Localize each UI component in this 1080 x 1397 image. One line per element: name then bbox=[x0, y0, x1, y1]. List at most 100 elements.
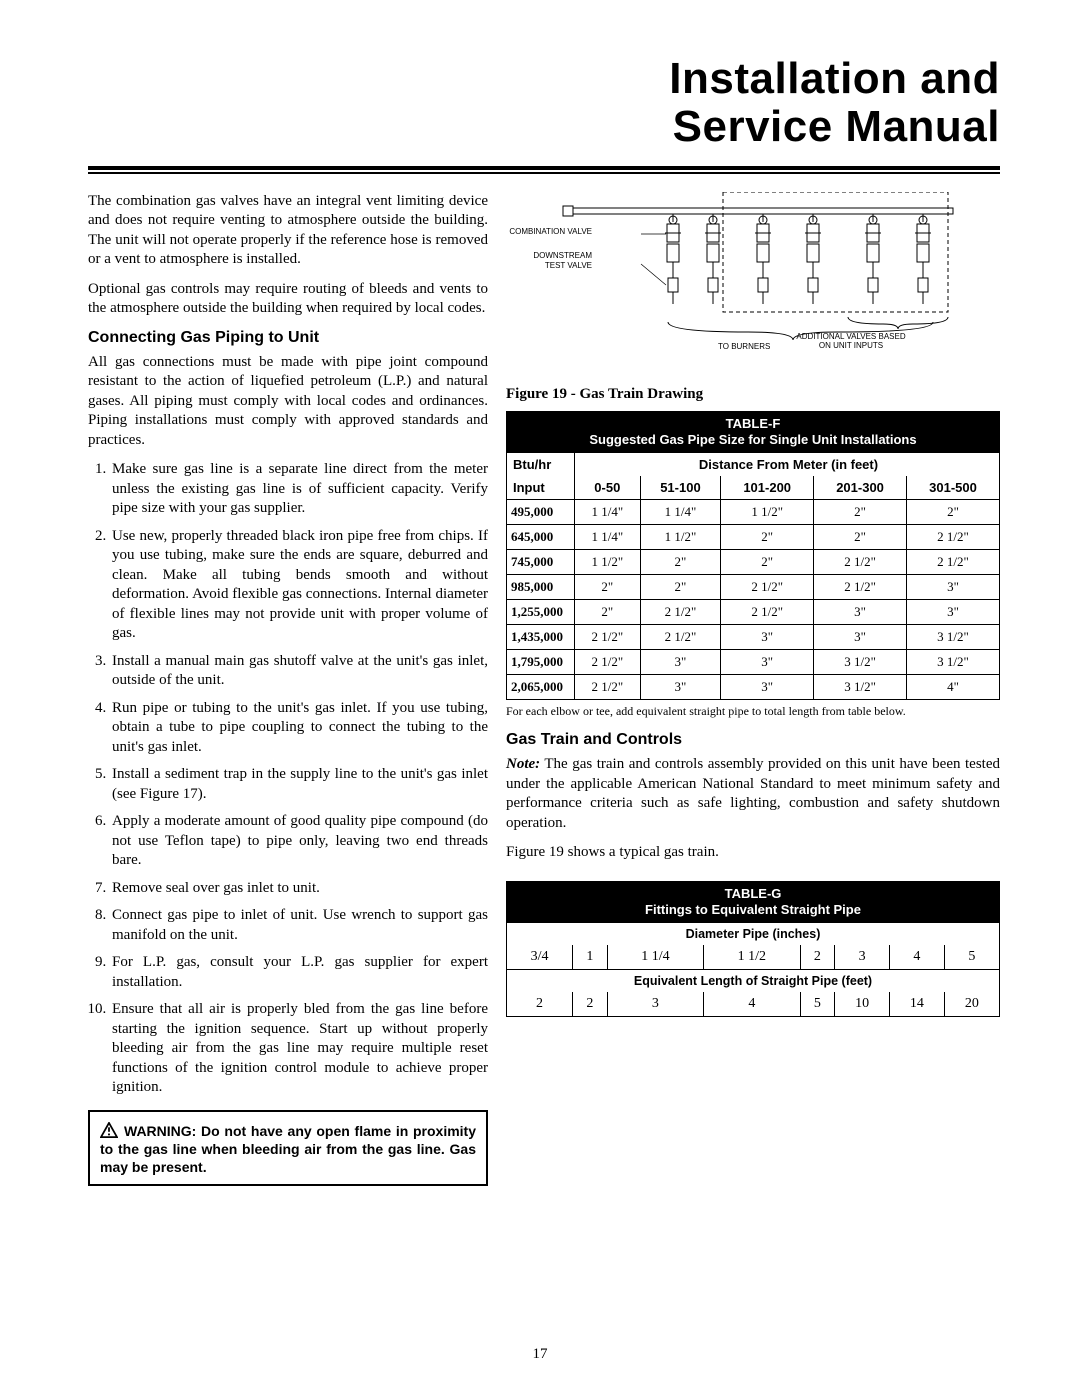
table-cell: 1 1/2 bbox=[704, 945, 800, 970]
table-cell: 3" bbox=[721, 625, 814, 650]
table-cell: 4" bbox=[907, 675, 1000, 700]
dist-label: Distance From Meter (in feet) bbox=[699, 457, 878, 472]
label-test-valve: TEST VALVE bbox=[500, 262, 592, 271]
section-heading: Connecting Gas Piping to Unit bbox=[88, 329, 488, 347]
table-cell: 2 1/2" bbox=[814, 575, 907, 600]
table-cell: 4 bbox=[704, 992, 800, 1017]
title-line1: Installation and bbox=[669, 54, 1000, 103]
input-label: Input bbox=[513, 480, 545, 495]
table-cell: 1 1/4 bbox=[607, 945, 703, 970]
table-cell: 2" bbox=[907, 500, 1000, 525]
tg-sub2: Equivalent Length of Straight Pipe (feet… bbox=[507, 970, 1000, 993]
table-cell: 3" bbox=[721, 675, 814, 700]
table-cell: 3" bbox=[814, 625, 907, 650]
table-cell: 3 1/2" bbox=[907, 650, 1000, 675]
table-cell: 2 bbox=[507, 992, 573, 1017]
table-cell: 2 bbox=[573, 992, 608, 1017]
table-cell: 10 bbox=[835, 992, 890, 1017]
table-cell: 2" bbox=[640, 575, 721, 600]
paragraph: Figure 19 shows a typical gas train. bbox=[506, 843, 1000, 863]
table-cell: 1,795,000 bbox=[507, 650, 575, 675]
section-heading: Gas Train and Controls bbox=[506, 731, 1000, 749]
tg-sub1: Diameter Pipe (inches) bbox=[507, 923, 1000, 946]
col-hdr: 51-100 bbox=[640, 476, 721, 500]
table-cell: 5 bbox=[944, 945, 999, 970]
step: Run pipe or tubing to the unit's gas inl… bbox=[110, 699, 488, 758]
table-g: TABLE-G Fittings to Equivalent Straight … bbox=[506, 881, 1000, 1018]
page-number: 17 bbox=[0, 1346, 1080, 1363]
table-cell: 2 1/2" bbox=[575, 675, 641, 700]
table-cell: 745,000 bbox=[507, 550, 575, 575]
btuhr-label: Btu/hr bbox=[513, 457, 551, 472]
table-cell: 1,435,000 bbox=[507, 625, 575, 650]
step: Make sure gas line is a separate line di… bbox=[110, 460, 488, 519]
table-cell: 3" bbox=[814, 600, 907, 625]
steps-list: Make sure gas line is a separate line di… bbox=[88, 460, 488, 1098]
table-cell: 645,000 bbox=[507, 525, 575, 550]
table-cell: 2" bbox=[575, 575, 641, 600]
table-cell: 1 1/4" bbox=[575, 525, 641, 550]
paragraph: The combination gas valves have an integ… bbox=[88, 192, 488, 270]
table-cell: 3 1/2" bbox=[814, 650, 907, 675]
table-cell: 2 1/2" bbox=[907, 525, 1000, 550]
paragraph: Optional gas controls may require routin… bbox=[88, 280, 488, 319]
table-cell: 1,255,000 bbox=[507, 600, 575, 625]
right-column: COMBINATION VALVE DOWNSTREAM TEST VALVE … bbox=[506, 192, 1000, 1187]
table-cell: 1 bbox=[573, 945, 608, 970]
label-additional-valves: ADDITIONAL VALVES BASED ON UNIT INPUTS bbox=[791, 332, 911, 350]
table-cell: 2 1/2" bbox=[640, 625, 721, 650]
table-cell: 3 bbox=[835, 945, 890, 970]
step: Install a manual main gas shutoff valve … bbox=[110, 652, 488, 691]
table-cell: 2 1/2" bbox=[721, 600, 814, 625]
warning-triangle-icon bbox=[100, 1122, 118, 1138]
label-downstream: DOWNSTREAM bbox=[500, 252, 592, 261]
table-cell: 20 bbox=[944, 992, 999, 1017]
table-cell: 495,000 bbox=[507, 500, 575, 525]
table-cell: 2 1/2" bbox=[907, 550, 1000, 575]
table-cell: 2" bbox=[721, 550, 814, 575]
table-cell: 3" bbox=[907, 575, 1000, 600]
table-f-title1: TABLE-F bbox=[726, 416, 781, 431]
table-cell: 3" bbox=[640, 650, 721, 675]
table-cell: 3" bbox=[640, 675, 721, 700]
table-cell: 3/4 bbox=[507, 945, 573, 970]
table-cell: 2 1/2" bbox=[575, 650, 641, 675]
table-f-footnote: For each elbow or tee, add equivalent st… bbox=[506, 704, 1000, 719]
table-cell: 1 1/4" bbox=[575, 500, 641, 525]
table-cell: 1 1/2" bbox=[721, 500, 814, 525]
rule-thick bbox=[88, 166, 1000, 170]
step: Connect gas pipe to inlet of unit. Use w… bbox=[110, 906, 488, 945]
rule-thin bbox=[88, 172, 1000, 174]
step: For L.P. gas, consult your L.P. gas supp… bbox=[110, 953, 488, 992]
document-title: Installation and Service Manual bbox=[88, 55, 1000, 152]
table-cell: 2" bbox=[814, 500, 907, 525]
table-g-title1: TABLE-G bbox=[725, 886, 782, 901]
table-cell: 1 1/2" bbox=[575, 550, 641, 575]
title-line2: Service Manual bbox=[673, 102, 1000, 151]
label-to-burners: TO BURNERS bbox=[718, 342, 770, 351]
table-cell: 3" bbox=[907, 600, 1000, 625]
table-f-title2: Suggested Gas Pipe Size for Single Unit … bbox=[589, 432, 916, 447]
table-cell: 1 1/2" bbox=[640, 525, 721, 550]
paragraph: All gas connections must be made with pi… bbox=[88, 353, 488, 451]
table-cell: 985,000 bbox=[507, 575, 575, 600]
step: Install a sediment trap in the supply li… bbox=[110, 765, 488, 804]
table-cell: 3 1/2" bbox=[814, 675, 907, 700]
table-cell: 3 1/2" bbox=[907, 625, 1000, 650]
table-cell: 2" bbox=[575, 600, 641, 625]
table-cell: 3 bbox=[607, 992, 703, 1017]
step: Use new, properly threaded black iron pi… bbox=[110, 527, 488, 644]
col-hdr: 301-500 bbox=[907, 476, 1000, 500]
label-combination-valve: COMBINATION VALVE bbox=[500, 228, 592, 237]
table-cell: 14 bbox=[890, 992, 945, 1017]
table-cell: 2 1/2" bbox=[814, 550, 907, 575]
left-column: The combination gas valves have an integ… bbox=[88, 192, 488, 1187]
gas-train-diagram: COMBINATION VALVE DOWNSTREAM TEST VALVE … bbox=[506, 192, 1000, 382]
table-cell: 4 bbox=[890, 945, 945, 970]
table-cell: 2 1/2" bbox=[721, 575, 814, 600]
figure-caption: Figure 19 - Gas Train Drawing bbox=[506, 386, 1000, 403]
table-cell: 2,065,000 bbox=[507, 675, 575, 700]
table-cell: 2 bbox=[800, 945, 835, 970]
col-hdr: 0-50 bbox=[575, 476, 641, 500]
table-cell: 2" bbox=[640, 550, 721, 575]
